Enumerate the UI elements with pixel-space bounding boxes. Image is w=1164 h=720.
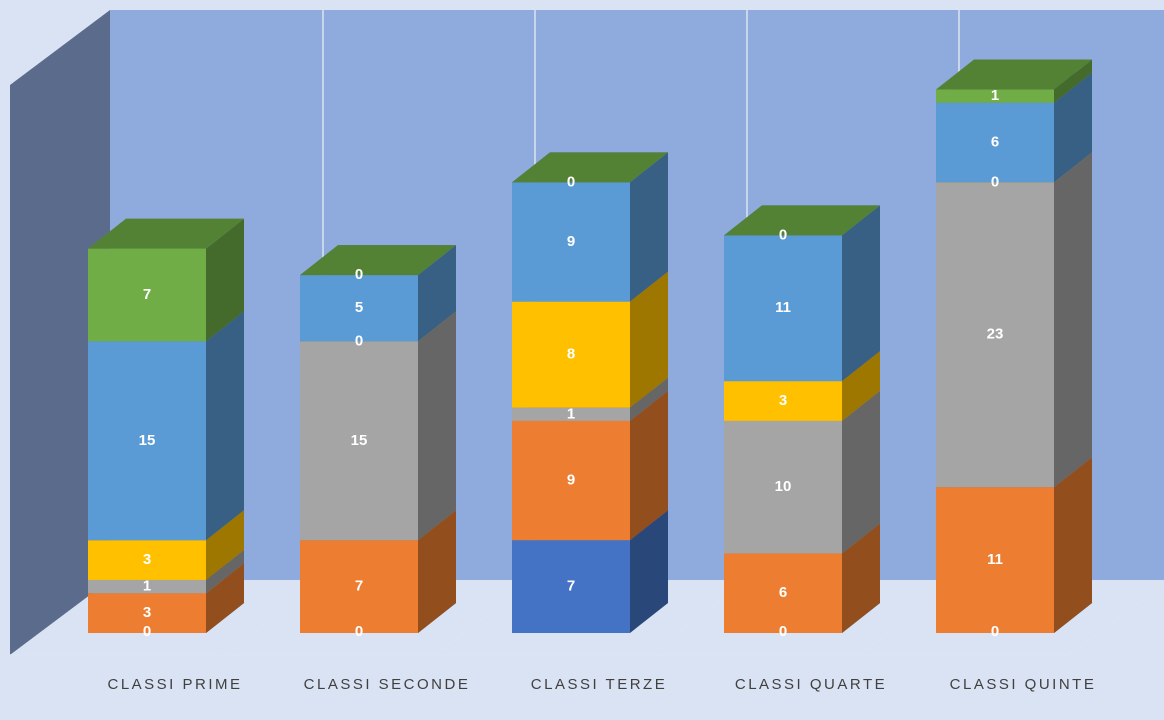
bar-segment [88,579,206,594]
x-tick-label: CLASSI PRIME [107,676,242,693]
value-label: 3 [143,604,151,621]
value-label: 9 [567,472,575,489]
value-label: 0 [779,226,787,243]
value-label: 1 [991,87,999,104]
value-label: 8 [567,346,575,363]
x-tick-label: CLASSI TERZE [531,676,667,693]
bar-side [1054,457,1092,633]
bar-side [630,510,668,633]
value-label: 0 [991,623,999,640]
value-label: 0 [355,623,363,640]
bar-side [842,351,880,421]
bar-side [842,390,880,554]
bar-segment [724,381,842,421]
bar-side [418,245,456,342]
bar-segment [512,407,630,421]
bar-side [206,510,244,580]
value-label: 7 [143,286,151,303]
bar-segment [724,420,842,554]
value-label: 23 [987,326,1004,343]
bar-segment [724,553,842,633]
value-label: 7 [567,578,575,595]
bar-side [418,311,456,541]
value-label: 6 [779,584,787,601]
bar-side [206,563,244,633]
bar-segment [300,275,418,342]
bar-side [630,152,668,302]
value-label: 6 [991,134,999,151]
value-label: 1 [567,405,575,422]
value-label: 3 [779,392,787,409]
bar-segment [724,235,842,382]
bar-side [630,390,668,541]
bar-side [206,549,244,594]
bar-segment [300,540,418,633]
value-label: 3 [143,551,151,568]
bar-segment [512,301,630,408]
x-tick-label: CLASSI SECONDE [304,676,471,693]
bar-segment [88,341,206,541]
value-label: 0 [567,173,575,190]
side-wall [10,10,110,655]
value-label: 10 [775,478,792,495]
x-tick-label: CLASSI QUARTE [735,676,887,693]
value-label: 0 [991,173,999,190]
value-label: 15 [351,432,368,449]
value-label: 11 [987,551,1003,568]
bar-segment [512,540,630,633]
value-label: 7 [355,578,363,595]
bar-side [206,218,244,342]
bar-side [206,311,244,541]
bar-side [842,523,880,633]
bar-top [88,218,244,249]
bar-side [1054,59,1092,103]
value-label: 5 [355,299,363,316]
value-label: 15 [139,432,156,449]
bar-segment [936,487,1054,633]
bar-side [1054,152,1092,488]
value-label: 0 [355,266,363,283]
bar-top [724,205,880,236]
bar-top [300,245,456,276]
bar-segment [88,593,206,633]
value-label: 0 [143,623,151,640]
bar-side [630,271,668,408]
value-label: 0 [779,623,787,640]
bar-side [1054,72,1092,183]
bar-segment [512,182,630,302]
bar-segment [300,341,418,541]
value-label: 0 [355,332,363,349]
bar-segment [936,89,1054,103]
value-label: 11 [775,299,791,316]
bar-segment [512,420,630,541]
bar-top [936,59,1092,90]
value-label: 1 [143,578,151,595]
bar-segment [936,102,1054,183]
bar-side [630,377,668,421]
bar-segment [88,540,206,580]
bar-segment [88,248,206,342]
value-label: 9 [567,233,575,250]
x-tick-label: CLASSI QUINTE [950,676,1097,693]
floor-line [1067,584,1164,656]
bar-segment [936,182,1054,488]
bar-top [512,152,668,183]
bar-side [842,205,880,382]
bar-side [418,510,456,633]
